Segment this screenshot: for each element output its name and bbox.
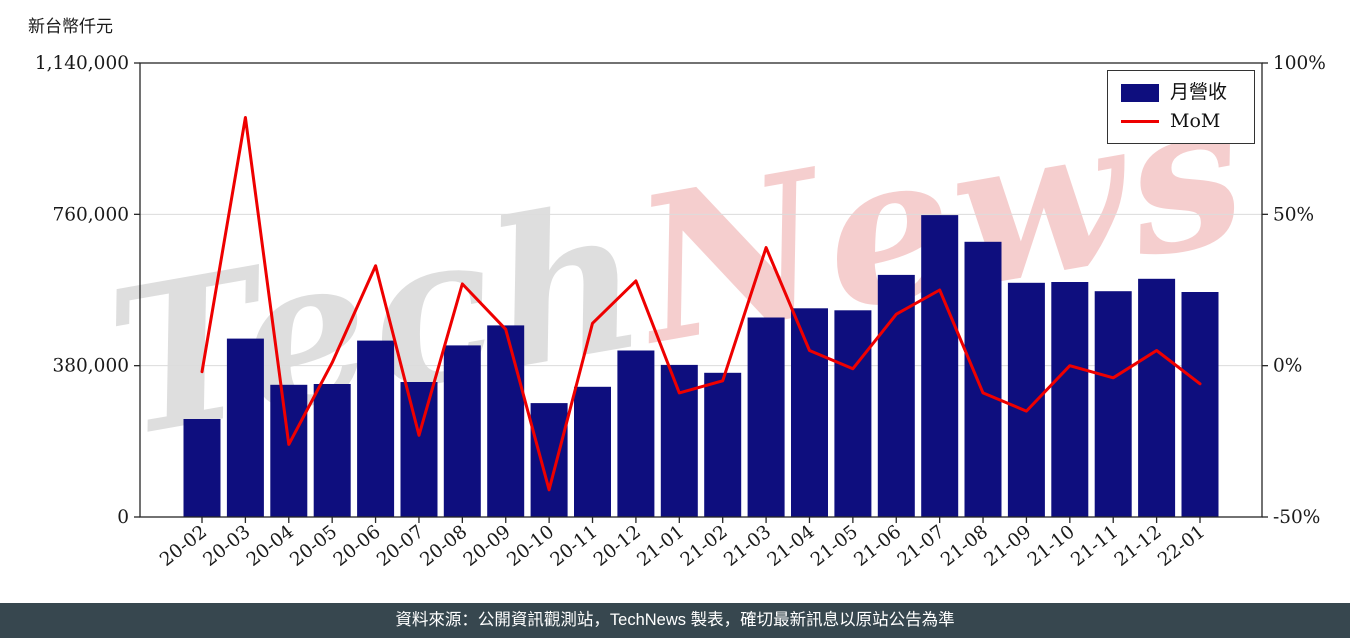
revenue-bar xyxy=(921,215,959,517)
revenue-bar xyxy=(357,340,395,517)
x-axis-tick-label: 20-03 xyxy=(200,521,255,570)
x-axis-tick-label: 21-07 xyxy=(894,521,949,570)
x-axis-tick-label: 21-11 xyxy=(1067,521,1122,570)
revenue-bar xyxy=(443,345,481,517)
x-axis-tick-label: 20-07 xyxy=(373,521,428,570)
chart-legend: 月營收 MoM xyxy=(1107,70,1255,144)
left-axis-tick-label: 380,000 xyxy=(52,356,129,377)
revenue-bar xyxy=(313,384,351,517)
revenue-bar xyxy=(704,372,742,517)
x-axis-tick-label: 20-10 xyxy=(503,521,558,570)
x-axis-tick-label: 21-02 xyxy=(677,521,732,570)
x-axis-tick-label: 20-08 xyxy=(416,521,471,570)
revenue-bar xyxy=(1181,292,1219,517)
revenue-bar xyxy=(747,317,785,517)
revenue-bar xyxy=(964,241,1002,518)
revenue-mom-chart: 0 380,000 760,000 1,140,000 -50% 0% 50% 100% 20-… xyxy=(35,53,1326,571)
axis-ticks xyxy=(134,62,1268,523)
x-axis-tick-label: 20-04 xyxy=(243,521,298,570)
revenue-bar xyxy=(270,384,308,517)
x-axis-tick-label: 21-01 xyxy=(633,521,688,570)
legend-item-revenue: 月營收 xyxy=(1108,78,1254,107)
revenue-bar xyxy=(530,403,568,517)
x-axis-tick-label: 21-12 xyxy=(1111,521,1166,570)
revenue-bar xyxy=(617,350,655,517)
revenue-bar xyxy=(834,310,872,517)
x-axis-tick-label: 21-03 xyxy=(720,521,775,570)
x-axis-tick-label: 21-08 xyxy=(937,521,992,570)
revenue-bar xyxy=(1094,291,1132,517)
mom-line xyxy=(200,116,1202,492)
revenue-bar xyxy=(660,364,698,517)
x-axis-tick-label: 20-02 xyxy=(156,521,211,570)
revenue-bar-swatch xyxy=(1121,83,1159,102)
revenue-bar xyxy=(574,386,611,517)
revenue-bars xyxy=(183,215,1219,518)
legend-label-revenue: 月營收 xyxy=(1170,81,1228,103)
x-axis-tick-label: 20-09 xyxy=(460,521,515,570)
x-axis-tick-label: 20-06 xyxy=(330,521,385,570)
right-axis-tick-label: -50% xyxy=(1273,507,1320,528)
x-axis-tick-label: 20-05 xyxy=(286,521,341,570)
legend-label-mom: MoM xyxy=(1170,110,1221,132)
revenue-bar xyxy=(1051,282,1089,517)
revenue-bar xyxy=(877,274,915,517)
right-axis-tick-label: 0% xyxy=(1273,356,1302,377)
x-axis-tick-label: 20-12 xyxy=(590,521,645,570)
legend-item-mom: MoM xyxy=(1108,107,1254,136)
gridlines xyxy=(140,62,1262,367)
x-axis-tick-label: 21-06 xyxy=(850,521,905,570)
revenue-bar xyxy=(487,325,525,517)
right-axis-tick-label: 100% xyxy=(1273,53,1326,74)
x-axis-tick-label: 20-11 xyxy=(547,521,602,570)
y-axis-unit-label: 新台幣仟元 xyxy=(28,17,113,37)
mom-line-swatch xyxy=(1121,120,1159,123)
revenue-bar xyxy=(226,338,264,517)
revenue-bar xyxy=(183,419,221,517)
x-axis-tick-label: 21-09 xyxy=(981,521,1036,570)
x-axis-tick-label: 21-04 xyxy=(764,521,819,570)
revenue-bar xyxy=(400,382,438,517)
plot-frame xyxy=(139,62,1263,518)
revenue-bar xyxy=(1138,278,1176,517)
right-axis-tick-label: 50% xyxy=(1273,204,1314,225)
left-axis-tick-label: 0 xyxy=(117,507,129,528)
left-axis-tick-label: 760,000 xyxy=(52,204,129,225)
x-axis-tick-label: 22-01 xyxy=(1154,521,1209,570)
x-axis-tick-label: 21-10 xyxy=(1024,521,1079,570)
revenue-bar xyxy=(1007,282,1045,517)
left-axis-tick-label: 1,140,000 xyxy=(35,53,129,74)
x-axis-tick-label: 21-05 xyxy=(807,521,862,570)
source-footer: 資料來源：公開資訊觀測站，TechNews 製表，確切最新訊息以原站公告為準 xyxy=(0,603,1350,638)
revenue-bar xyxy=(791,308,828,517)
